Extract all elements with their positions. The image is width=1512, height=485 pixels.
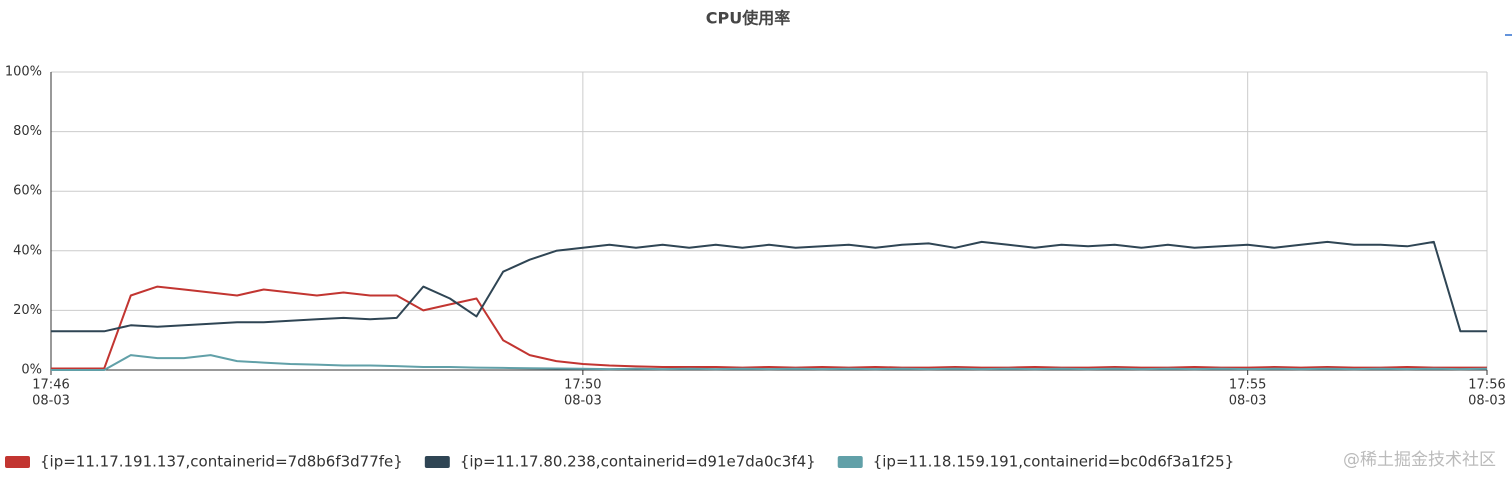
legend-label: {ip=11.17.80.238,containerid=d91e7da0c3f… bbox=[460, 453, 816, 471]
series-line bbox=[51, 240, 1487, 333]
x-tick-date: 08-03 bbox=[1229, 394, 1267, 409]
chart-title: CPU使用率 bbox=[706, 9, 790, 28]
legend-swatch bbox=[5, 456, 30, 468]
series-line bbox=[51, 354, 1488, 371]
x-tick-label: 17:50 bbox=[564, 378, 601, 393]
x-tick-date: 08-03 bbox=[32, 394, 70, 409]
y-tick-label: 40% bbox=[13, 243, 42, 258]
legend-label: {ip=11.17.191.137,containerid=7d8b6f3d77… bbox=[40, 453, 403, 471]
x-tick-label: 17:46 bbox=[32, 378, 69, 393]
x-tick-label: 17:56 bbox=[1468, 378, 1505, 393]
legend-label: {ip=11.18.159.191,containerid=bc0d6f3a1f… bbox=[873, 453, 1235, 471]
legend-swatch bbox=[837, 456, 863, 468]
x-tick-label: 17:55 bbox=[1229, 378, 1266, 393]
series-line bbox=[51, 285, 1487, 370]
y-tick-label: 0% bbox=[21, 363, 42, 378]
y-tick-label: 80% bbox=[13, 124, 42, 139]
legend-swatch bbox=[424, 456, 450, 468]
x-tick-date: 08-03 bbox=[1468, 394, 1506, 409]
x-tick-date: 08-03 bbox=[564, 394, 602, 409]
y-tick-label: 20% bbox=[13, 303, 42, 318]
y-tick-label: 60% bbox=[13, 184, 42, 199]
watermark: @稀土掘金技术社区 bbox=[1343, 450, 1496, 470]
y-tick-label: 100% bbox=[5, 65, 42, 80]
